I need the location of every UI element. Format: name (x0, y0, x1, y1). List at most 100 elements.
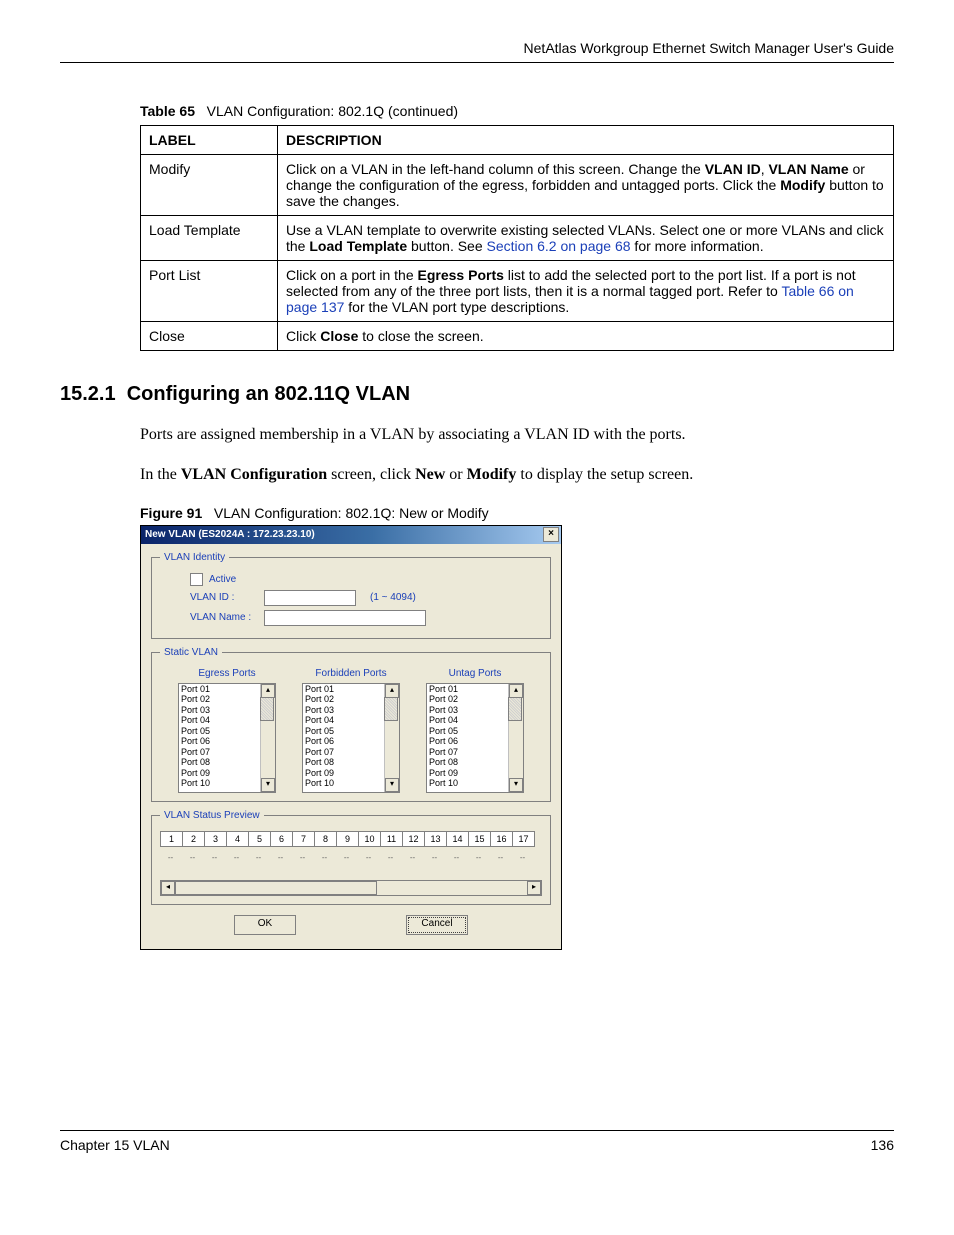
table-caption-prefix: Table 65 (140, 103, 195, 119)
preview-tick: -- (182, 853, 204, 862)
cancel-button[interactable]: Cancel (406, 915, 468, 935)
table-row: CloseClick Close to close the screen. (141, 322, 894, 351)
static-vlan-group: Static VLAN Egress PortsPort 01Port 02Po… (151, 647, 551, 802)
list-item[interactable]: Port 05 (305, 726, 334, 737)
preview-tick: -- (490, 853, 512, 862)
hscroll-thumb[interactable] (175, 881, 377, 895)
ports-listbox[interactable]: Port 01Port 02Port 03Port 04Port 05Port … (178, 683, 276, 793)
list-item[interactable]: Port 08 (429, 757, 458, 768)
vscroll-thumb[interactable] (384, 697, 398, 721)
ports-column-title: Egress Ports (198, 668, 255, 679)
list-item[interactable]: Port 07 (429, 747, 458, 758)
list-item[interactable]: Port 02 (181, 694, 210, 705)
preview-number-row: 1234567891011121314151617 (160, 831, 542, 847)
scroll-down-icon[interactable]: ▾ (261, 778, 275, 792)
list-item[interactable]: Port 08 (181, 757, 210, 768)
preview-tick: -- (248, 853, 270, 862)
list-item[interactable]: Port 07 (181, 747, 210, 758)
ports-column-title: Forbidden Ports (315, 668, 386, 679)
list-item[interactable]: Port 04 (305, 715, 334, 726)
ports-column: Untag PortsPort 01Port 02Port 03Port 04P… (426, 668, 524, 793)
list-item[interactable]: Port 05 (181, 726, 210, 737)
list-item[interactable]: Port 05 (429, 726, 458, 737)
list-item[interactable]: Port 10 (429, 778, 458, 789)
vscrollbar[interactable]: ▴▾ (384, 684, 399, 792)
vscroll-thumb[interactable] (508, 697, 522, 721)
active-checkbox[interactable] (190, 573, 203, 586)
list-item[interactable]: Port 09 (181, 768, 210, 779)
table-header-description: DESCRIPTION (278, 126, 894, 155)
list-item[interactable]: Port 09 (305, 768, 334, 779)
list-item[interactable]: Port 01 (181, 684, 210, 695)
table-cell-description: Click Close to close the screen. (278, 322, 894, 351)
ports-column: Egress Ports Port 01Port 02Port 03Port 04… (178, 668, 276, 793)
ports-listbox[interactable]: Port 01Port 02Port 03Port 04Port 05Port … (426, 683, 524, 793)
list-item[interactable]: Port 10 (305, 778, 334, 789)
ports-column-title: Untag Ports (449, 668, 502, 679)
ok-button[interactable]: OK (234, 915, 296, 935)
vscrollbar[interactable]: ▴▾ (508, 684, 523, 792)
preview-tick: -- (226, 853, 248, 862)
list-item[interactable]: Port 02 (305, 694, 334, 705)
footer-page-number: 136 (871, 1137, 894, 1153)
list-item[interactable]: Port 08 (305, 757, 334, 768)
figure-caption-prefix: Figure 91 (140, 505, 202, 521)
preview-tick: -- (468, 853, 490, 862)
list-item[interactable]: Port 01 (429, 684, 458, 695)
preview-tick: -- (446, 853, 468, 862)
vlan-name-label: VLAN Name : (190, 612, 258, 623)
figure-caption: Figure 91 VLAN Configuration: 802.1Q: Ne… (140, 505, 894, 521)
active-label: Active (209, 574, 236, 585)
list-item[interactable]: Port 03 (181, 705, 210, 716)
vlan-name-input[interactable] (264, 610, 426, 626)
preview-cell: 14 (446, 831, 468, 847)
preview-cell: 11 (380, 831, 402, 847)
list-item[interactable]: Port 07 (305, 747, 334, 758)
list-item[interactable]: Port 04 (181, 715, 210, 726)
vscrollbar[interactable]: ▴▾ (260, 684, 275, 792)
list-item[interactable]: Port 10 (181, 778, 210, 789)
list-item[interactable]: Port 06 (429, 736, 458, 747)
scroll-up-icon[interactable]: ▴ (509, 684, 523, 698)
ports-listbox[interactable]: Port 01Port 02Port 03Port 04Port 05Port … (302, 683, 400, 793)
preview-cell: 5 (248, 831, 270, 847)
vlan-identity-group: VLAN Identity Active VLAN ID : (1 ~ 4094… (151, 552, 551, 639)
scroll-up-icon[interactable]: ▴ (261, 684, 275, 698)
scroll-down-icon[interactable]: ▾ (509, 778, 523, 792)
list-item[interactable]: Port 04 (429, 715, 458, 726)
list-item[interactable]: Port 03 (305, 705, 334, 716)
description-table: LABEL DESCRIPTION ModifyClick on a VLAN … (140, 125, 894, 351)
vlan-id-hint: (1 ~ 4094) (370, 592, 416, 603)
list-item[interactable]: Port 06 (305, 736, 334, 747)
dialog-titlebar[interactable]: New VLAN (ES2024A : 172.23.23.10) × (141, 526, 561, 544)
list-item[interactable]: Port 06 (181, 736, 210, 747)
section-para-2: In the VLAN Configuration screen, click … (140, 464, 894, 486)
preview-cell: 13 (424, 831, 446, 847)
vlan-identity-legend: VLAN Identity (160, 552, 229, 563)
preview-tick: -- (204, 853, 226, 862)
table-cell-label: Port List (141, 261, 278, 322)
list-item[interactable]: Port 03 (429, 705, 458, 716)
table-cell-description: Click on a VLAN in the left-hand column … (278, 155, 894, 216)
dialog-title: New VLAN (ES2024A : 172.23.23.10) (145, 529, 315, 540)
vscroll-thumb[interactable] (260, 697, 274, 721)
preview-cell: 8 (314, 831, 336, 847)
list-item[interactable]: Port 02 (429, 694, 458, 705)
vlan-id-input[interactable] (264, 590, 356, 606)
ports-column: Forbidden PortsPort 01Port 02Port 03Port… (302, 668, 400, 793)
list-item[interactable]: Port 01 (305, 684, 334, 695)
scroll-right-icon[interactable]: ▸ (527, 881, 541, 895)
preview-tick-row: ---------------------------------- (160, 853, 542, 862)
preview-cell: 1 (160, 831, 182, 847)
scroll-down-icon[interactable]: ▾ (385, 778, 399, 792)
preview-hscrollbar[interactable]: ◂ ▸ (160, 880, 542, 896)
table-caption-text: VLAN Configuration: 802.1Q (continued) (207, 103, 458, 119)
close-icon[interactable]: × (543, 527, 559, 542)
preview-cell: 7 (292, 831, 314, 847)
scroll-up-icon[interactable]: ▴ (385, 684, 399, 698)
preview-cell: 4 (226, 831, 248, 847)
preview-tick: -- (314, 853, 336, 862)
scroll-left-icon[interactable]: ◂ (161, 881, 175, 895)
list-item[interactable]: Port 09 (429, 768, 458, 779)
table-cell-label: Load Template (141, 216, 278, 261)
